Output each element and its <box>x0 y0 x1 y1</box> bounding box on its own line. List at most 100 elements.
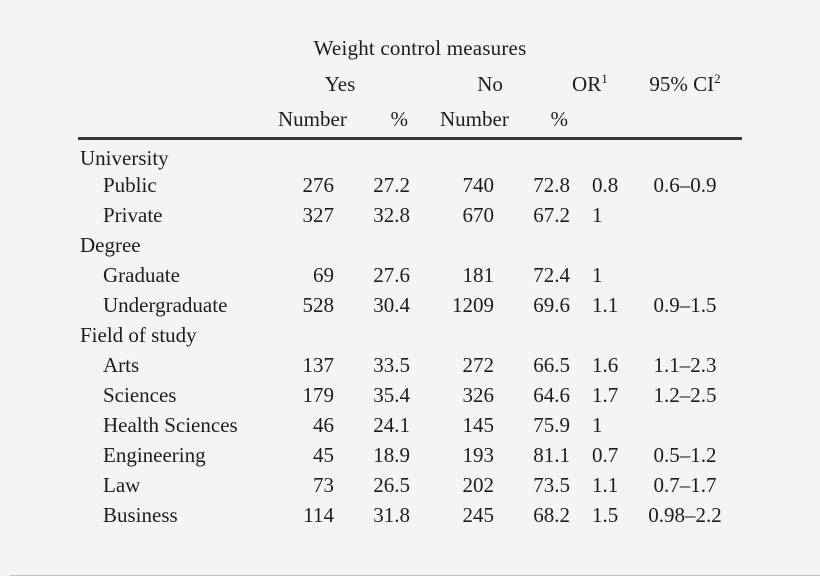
cell-odds-ratio: 1.5 <box>592 503 619 527</box>
ci-label: 95% CI <box>649 71 715 96</box>
cell-yes-percent: 27.2 <box>373 173 410 197</box>
cell-yes-percent: 27.6 <box>373 263 410 287</box>
empty-cell <box>78 102 270 140</box>
row-label: Health Sciences <box>103 413 238 437</box>
cell-no-number: 670 <box>462 203 495 227</box>
group-row: Degree <box>78 231 742 261</box>
cell-no-number: 1209 <box>452 293 494 317</box>
cell-confidence-interval: 0.7–1.7 <box>653 473 717 497</box>
col-header-no-percent: % <box>494 102 571 140</box>
empty-cell <box>570 102 629 140</box>
cell-confidence-interval: 1.2–2.5 <box>653 383 717 407</box>
cell-yes-number: 114 <box>303 503 334 527</box>
cell-yes-number: 276 <box>302 173 335 197</box>
cell-no-number: 272 <box>462 353 495 377</box>
cell-yes-number: 528 <box>302 293 335 317</box>
table-body: University Public 276 27.2 740 72.8 0.8 0.6–0.9… <box>78 138 742 531</box>
cell-confidence-interval: 0.98–2.2 <box>648 503 722 527</box>
col-header-yes-percent: % <box>342 102 410 140</box>
cell-odds-ratio: 0.8 <box>592 173 619 197</box>
cell-yes-number: 179 <box>302 383 335 407</box>
col-header-no-number: Number <box>410 102 509 140</box>
cell-yes-percent: 31.8 <box>373 503 410 527</box>
cell-yes-percent: 33.5 <box>373 353 410 377</box>
cell-no-percent: 73.5 <box>533 473 571 497</box>
empty-cell <box>628 102 743 140</box>
table-row: Arts 137 33.5 272 66.5 1.6 1.1–2.3 <box>78 351 742 381</box>
row-label: Undergraduate <box>103 293 228 317</box>
cell-no-number: 245 <box>462 503 495 527</box>
row-label: Business <box>103 503 178 527</box>
row-label: Law <box>103 473 141 497</box>
cell-no-percent: 81.1 <box>533 443 571 467</box>
odds-ratio-label: OR <box>572 71 602 96</box>
cell-odds-ratio: 1 <box>592 203 603 227</box>
cell-no-percent: 66.5 <box>533 353 571 377</box>
cell-yes-number: 45 <box>313 443 334 467</box>
table-row: Engineering 45 18.9 193 81.1 0.7 0.5–1.2 <box>78 441 742 471</box>
cell-yes-percent: 26.5 <box>373 473 410 497</box>
cell-confidence-interval <box>628 411 742 441</box>
cell-no-number: 326 <box>462 383 495 407</box>
empty-cell <box>270 138 742 171</box>
cell-confidence-interval <box>628 261 742 291</box>
cell-confidence-interval: 0.5–1.2 <box>653 443 717 467</box>
or-footnote-marker: 1 <box>601 70 608 86</box>
cell-odds-ratio: 1.6 <box>592 353 619 377</box>
cell-odds-ratio: 1 <box>592 413 603 437</box>
empty-cell <box>270 321 742 351</box>
cell-no-percent: 64.6 <box>533 383 571 407</box>
table-header: Weight control measures Yes No OR1 95% C… <box>78 30 743 140</box>
table-row: Private 327 32.8 670 67.2 1 <box>78 201 742 231</box>
row-label: Graduate <box>103 263 180 287</box>
cell-confidence-interval <box>628 201 742 231</box>
cell-odds-ratio: 1 <box>592 263 603 287</box>
cell-odds-ratio: 1.7 <box>592 383 619 407</box>
group-header-row: Yes No OR1 95% CI2 <box>78 66 742 102</box>
cell-yes-percent: 30.4 <box>373 293 410 317</box>
col-header-yes-number: Number <box>270 102 347 140</box>
cell-yes-number: 46 <box>313 413 334 437</box>
row-group-label: Field of study <box>80 323 197 347</box>
table-row: Sciences 179 35.4 326 64.6 1.7 1.2–2.5 <box>78 381 742 411</box>
cell-confidence-interval: 0.9–1.5 <box>653 293 717 317</box>
cell-no-number: 181 <box>462 263 495 287</box>
caption-row: Weight control measures <box>78 30 742 66</box>
cell-no-percent: 67.2 <box>533 203 571 227</box>
table-row: Health Sciences 46 24.1 145 75.9 1 <box>78 411 742 441</box>
cell-no-percent: 68.2 <box>533 503 571 527</box>
cell-odds-ratio: 0.7 <box>592 443 619 467</box>
ci-footnote-marker: 2 <box>714 70 721 86</box>
table-caption: Weight control measures <box>313 35 527 60</box>
row-label: Private <box>103 203 163 227</box>
cell-yes-percent: 24.1 <box>373 413 410 437</box>
table-row: Undergraduate 528 30.4 1209 69.6 1.1 0.9–1.5 <box>78 291 742 321</box>
cell-no-number: 193 <box>462 443 495 467</box>
table-row: Law 73 26.5 202 73.5 1.1 0.7–1.7 <box>78 471 742 501</box>
col-group-no: No <box>477 71 503 96</box>
cell-odds-ratio: 1.1 <box>592 473 619 497</box>
cell-yes-percent: 18.9 <box>373 443 410 467</box>
cell-yes-number: 69 <box>313 263 334 287</box>
row-label: Public <box>103 173 157 197</box>
cell-no-number: 202 <box>462 473 495 497</box>
cell-yes-number: 327 <box>302 203 335 227</box>
cell-no-percent: 72.8 <box>533 173 571 197</box>
empty-cell <box>78 66 270 102</box>
cell-confidence-interval: 0.6–0.9 <box>653 173 717 197</box>
table-row: Graduate 69 27.6 181 72.4 1 <box>78 261 742 291</box>
sub-header-row: Number % Number % <box>78 102 743 140</box>
cell-no-number: 740 <box>462 173 495 197</box>
cell-no-number: 145 <box>462 413 495 437</box>
cell-yes-number: 73 <box>313 473 334 497</box>
table-row: Business 114 31.8 245 68.2 1.5 0.98–2.2 <box>78 501 742 531</box>
cell-no-percent: 72.4 <box>533 263 571 287</box>
empty-cell <box>570 30 628 66</box>
cell-odds-ratio: 1.1 <box>592 293 619 317</box>
row-label: Engineering <box>103 443 206 467</box>
cell-confidence-interval: 1.1–2.3 <box>653 353 717 377</box>
col-header-odds-ratio: OR1 <box>570 66 628 102</box>
cell-yes-percent: 35.4 <box>373 383 410 407</box>
col-group-yes: Yes <box>324 71 356 96</box>
